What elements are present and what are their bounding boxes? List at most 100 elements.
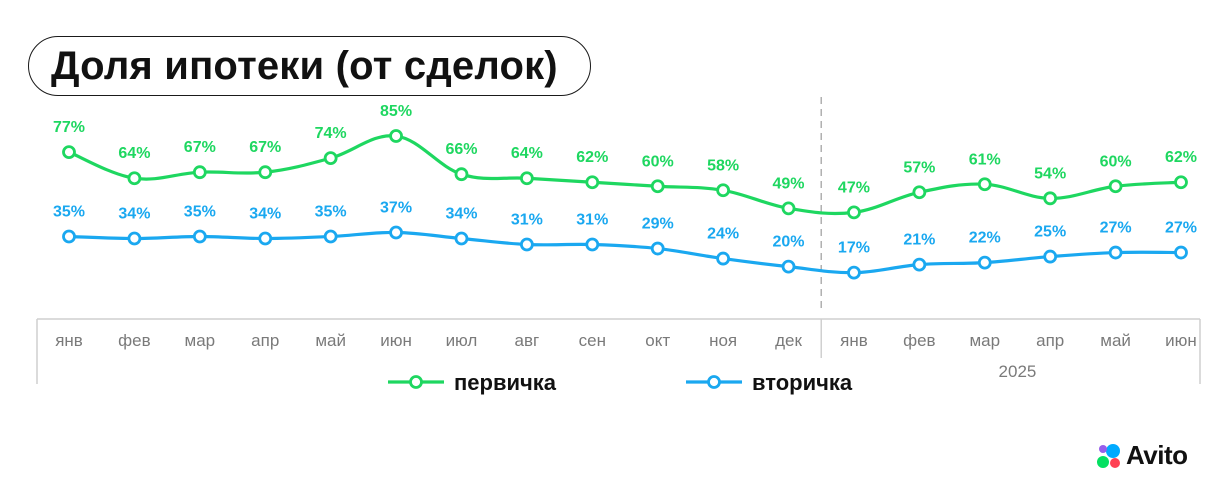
data-point [127,231,142,246]
x-tick-label: июл [446,331,478,350]
series-line-1 [67,134,1183,216]
avito-logo-text: Avito [1126,440,1188,470]
data-label: 85% [380,103,412,120]
data-label: 27% [1100,220,1132,237]
data-point [1108,245,1123,260]
data-point [192,165,207,180]
data-label: 62% [1165,149,1197,166]
data-label: 37% [380,199,412,216]
data-label: 31% [576,212,608,229]
data-label: 34% [445,205,477,222]
avito-logo: Avito [1094,440,1188,471]
data-label: 57% [903,159,935,176]
data-point [585,175,600,190]
data-point [977,177,992,192]
x-tick-label: апр [1036,331,1064,350]
data-point [1043,191,1058,206]
data-point [977,255,992,270]
x-tick-label: фев [118,331,150,350]
x-tick-label: июн [1165,331,1197,350]
x-tick-label: фев [903,331,935,350]
data-label: 60% [1100,153,1132,170]
x-tick-label: апр [251,331,279,350]
data-point [847,265,861,280]
data-point [323,151,338,166]
data-point [716,251,731,266]
data-label: 34% [118,205,150,222]
data-point [781,201,796,216]
data-point [1174,245,1188,260]
data-label: 54% [1034,165,1066,182]
x-tick-label: июн [380,331,412,350]
series-points [62,129,1188,280]
x-tick-label: окт [645,331,670,350]
x-tick-label: сен [579,331,606,350]
x-tick-label: янв [55,331,83,350]
x-tick-label: дек [775,331,802,350]
data-point [650,179,665,194]
data-label: 27% [1165,220,1197,237]
year-group-label: 2025 [999,362,1037,381]
data-point [454,231,469,246]
data-label: 24% [707,226,739,243]
x-tick-label: авг [515,331,540,350]
legend: первичка вторичка [388,370,853,395]
data-point [454,167,469,182]
data-label: 62% [576,149,608,166]
legend-label-2: вторичка [752,370,853,395]
data-label: 58% [707,157,739,174]
data-label: 20% [773,234,805,251]
data-point [1043,249,1058,264]
series-line-2 [67,230,1183,275]
data-label: 35% [315,203,347,220]
legend-marker-2 [707,375,721,389]
data-point [912,185,927,200]
series-lines [67,134,1183,275]
x-tick-label: ноя [709,331,737,350]
data-label: 34% [249,205,281,222]
data-point [847,205,861,220]
data-label: 64% [118,145,150,162]
data-point [781,259,796,274]
data-label: 49% [773,175,805,192]
legend-marker-1 [409,375,423,389]
data-label: 31% [511,212,543,229]
x-tick-label: мар [969,331,1000,350]
data-point [650,241,665,256]
data-point [389,225,403,240]
data-label: 67% [249,139,281,156]
x-tick-label: май [1100,331,1131,350]
data-point [258,231,273,246]
data-point [1108,179,1123,194]
x-tick-label: янв [840,331,868,350]
data-label: 66% [445,141,477,158]
data-label: 22% [969,230,1001,247]
category-axis: янв фев мар апр май июн июл авг сен окт ноя дек янв ф… [36,97,1201,384]
data-label: 74% [315,125,347,142]
data-point [62,145,76,160]
data-point [912,257,927,272]
data-label: 35% [184,203,216,220]
data-label: 25% [1034,224,1066,241]
data-point [519,171,534,186]
data-point [323,229,338,244]
data-point [192,229,207,244]
data-label: 67% [184,139,216,156]
data-label: 60% [642,153,674,170]
data-label: 64% [511,145,543,162]
data-label: 61% [969,151,1001,168]
data-labels: 77% 64% 67% 67% 74% 85% 66% 64% 62% 60% 58% 49% 47% 5… [53,103,1197,257]
data-point [127,171,142,186]
data-point [519,237,534,252]
data-label: 29% [642,216,674,233]
data-label: 77% [53,119,85,136]
legend-label-1: первичка [454,370,557,395]
data-label: 17% [838,240,870,257]
data-label: 35% [53,203,85,220]
data-point [389,129,403,143]
data-label: 47% [838,179,870,196]
data-point [716,183,731,198]
avito-dots-icon [1097,443,1120,468]
data-point [1174,175,1188,190]
